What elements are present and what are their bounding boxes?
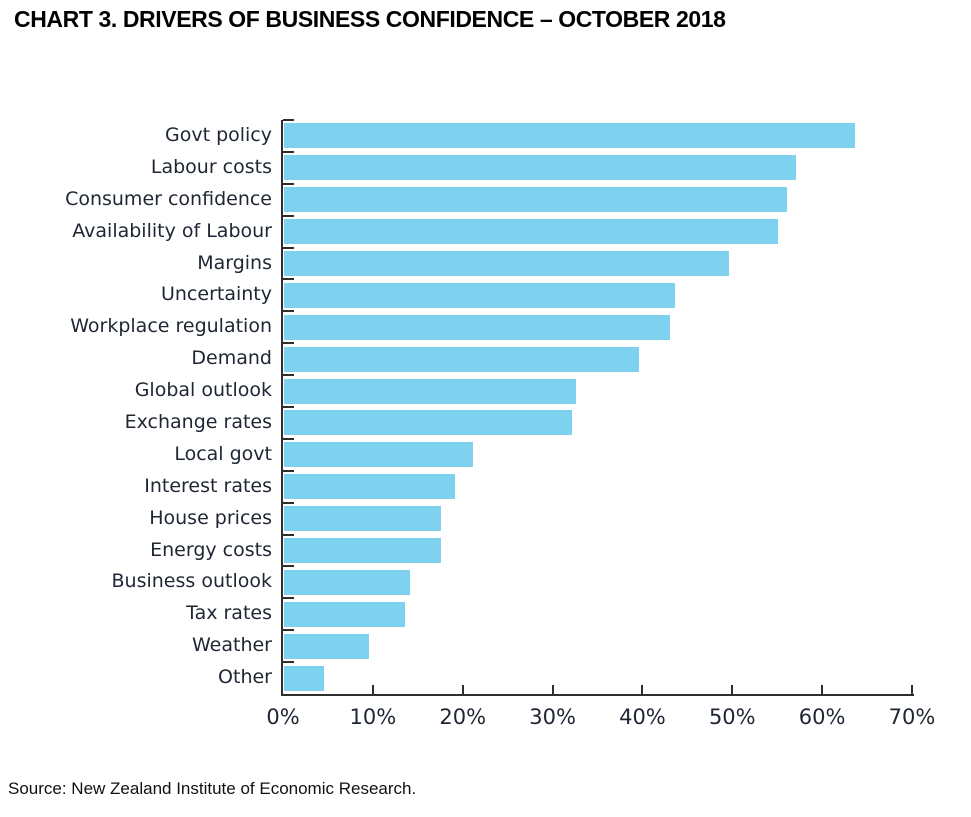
bar [284, 410, 572, 436]
y-axis-tick [283, 310, 294, 313]
x-axis-label: 0% [266, 705, 300, 729]
bar [284, 601, 406, 627]
y-axis-tick [283, 182, 294, 185]
category-label: Other [218, 666, 272, 689]
y-axis-tick [283, 533, 294, 536]
y-axis-tick [283, 150, 294, 153]
category-label: Govt policy [164, 124, 272, 146]
x-axis-label: 60% [798, 705, 846, 729]
x-axis-tick [461, 685, 464, 694]
x-axis-label: 50% [708, 705, 756, 729]
bar [284, 442, 473, 468]
bar [284, 346, 639, 372]
bar [284, 665, 325, 691]
y-axis-tick [283, 406, 294, 408]
source-note: Source: New Zealand Institute of Economi… [8, 779, 417, 798]
x-axis-label: 30% [529, 705, 576, 729]
x-axis-tick [731, 685, 734, 694]
bar [284, 314, 671, 340]
bar [284, 123, 855, 149]
x-axis-label: 20% [439, 705, 487, 729]
y-axis-tick [283, 342, 294, 345]
y-axis-tick [283, 246, 294, 249]
y-axis-tick [283, 119, 294, 121]
category-label: Availability of Labour [72, 219, 272, 242]
y-axis-tick [283, 597, 294, 600]
x-axis-line [281, 694, 914, 696]
category-label: Business outlook [111, 570, 272, 593]
y-axis-tick [283, 374, 294, 377]
y-axis-tick [283, 469, 294, 472]
x-axis-tick [821, 685, 824, 694]
category-label: Consumer confidence [65, 187, 272, 210]
bar [284, 506, 442, 532]
y-axis-line [281, 120, 283, 696]
chart-title: CHART 3. DRIVERS OF BUSINESS CONFIDENCE … [14, 6, 726, 32]
y-axis-tick [283, 661, 294, 664]
category-label: Labour costs [150, 155, 272, 178]
bar [284, 219, 779, 245]
x-axis-tick [641, 685, 644, 694]
category-label: Interest rates [144, 474, 272, 497]
bar [284, 569, 410, 595]
bar [284, 187, 788, 213]
x-axis-tick [551, 685, 554, 694]
y-axis-tick [283, 629, 294, 632]
category-label: Uncertainty [160, 283, 272, 306]
bar [284, 378, 577, 404]
category-label: Global outlook [134, 379, 272, 402]
category-label: Workplace regulation [70, 315, 272, 338]
bar [284, 282, 675, 308]
bar [284, 251, 729, 276]
category-label: Exchange rates [124, 411, 272, 433]
x-axis-label: 70% [888, 705, 936, 729]
bar [284, 474, 455, 500]
y-axis-tick [283, 437, 294, 440]
category-label: Margins [197, 251, 272, 274]
y-axis-tick [283, 501, 294, 504]
category-label: Energy costs [150, 538, 272, 561]
x-axis-label: 10% [349, 705, 397, 729]
category-label: Weather [192, 634, 272, 657]
bar [284, 538, 442, 563]
y-axis-tick [283, 565, 294, 568]
category-label: Tax rates [186, 602, 272, 625]
x-axis-tick [911, 685, 913, 694]
category-label: Demand [191, 347, 272, 370]
x-axis-label: 40% [619, 705, 666, 729]
category-label: House prices [149, 506, 272, 529]
y-axis-tick [283, 278, 294, 281]
y-axis-tick [283, 214, 294, 217]
x-axis-tick [371, 685, 374, 694]
bar [284, 633, 370, 659]
category-label: Local govt [174, 442, 272, 465]
bar [284, 155, 797, 181]
